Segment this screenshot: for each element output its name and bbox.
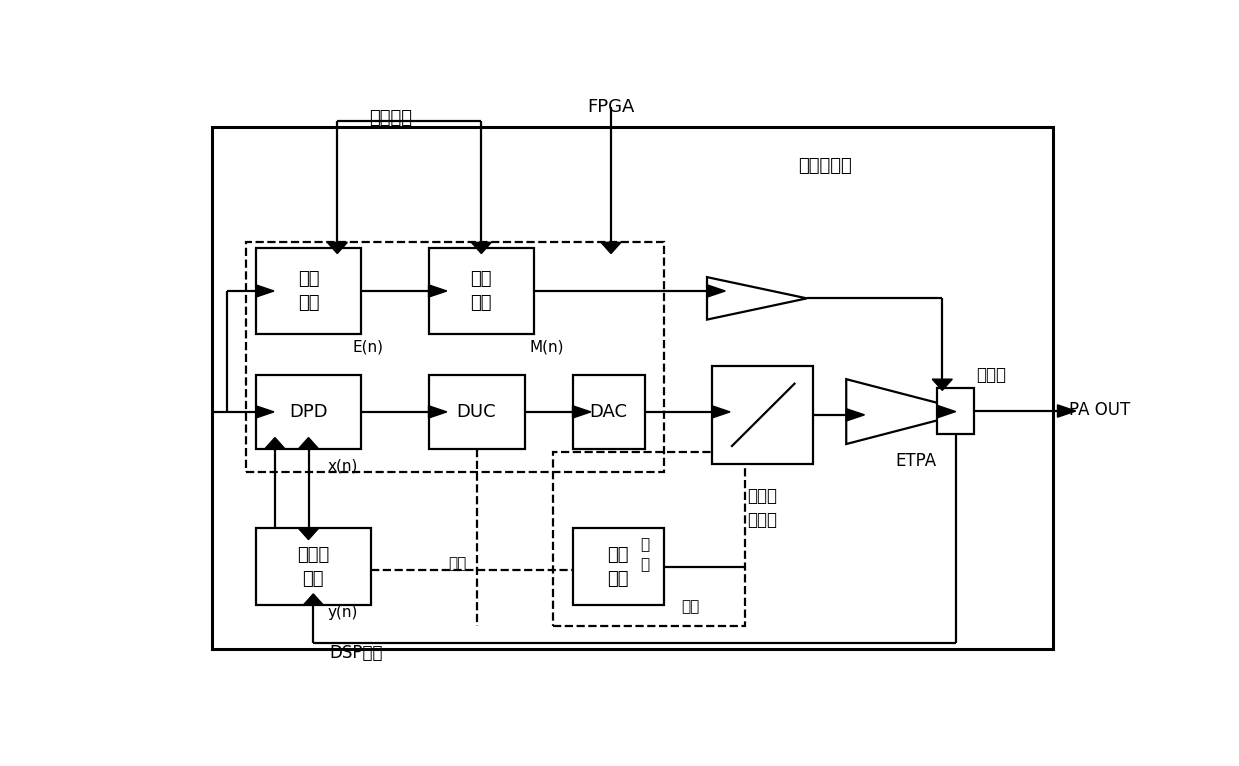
Bar: [938, 388, 974, 434]
Text: 包络调制器: 包络调制器: [798, 157, 852, 175]
Polygon shape: [1057, 405, 1075, 417]
Polygon shape: [255, 285, 274, 297]
Text: 环行器: 环行器: [976, 366, 1006, 384]
Polygon shape: [265, 437, 285, 449]
Polygon shape: [846, 409, 865, 421]
Text: 电源
接口: 电源 接口: [607, 546, 629, 588]
Polygon shape: [601, 242, 621, 254]
Bar: [711, 366, 813, 463]
Polygon shape: [707, 277, 807, 319]
Text: E(n): E(n): [353, 339, 384, 354]
Polygon shape: [711, 406, 730, 418]
Text: ETPA: ETPA: [896, 452, 937, 470]
Text: PA OUT: PA OUT: [1069, 401, 1130, 420]
Text: 包络
整合: 包络 整合: [297, 270, 320, 312]
Polygon shape: [299, 529, 318, 539]
Text: DSP实现: DSP实现: [330, 644, 383, 663]
Text: 供电: 供电: [449, 556, 466, 571]
Polygon shape: [327, 242, 347, 254]
Text: DAC: DAC: [590, 403, 628, 421]
Polygon shape: [846, 379, 971, 444]
Text: 包络生成: 包络生成: [369, 110, 411, 127]
Bar: [213, 127, 1053, 650]
Bar: [255, 248, 362, 334]
Text: 自适应
模块: 自适应 模块: [297, 546, 330, 588]
Bar: [255, 375, 362, 449]
Bar: [429, 248, 534, 334]
Bar: [255, 529, 370, 605]
Text: 供
电: 供 电: [641, 538, 649, 572]
Bar: [554, 452, 746, 626]
Bar: [572, 529, 664, 605]
Text: 包络
映射: 包络 映射: [471, 270, 492, 312]
Polygon shape: [255, 406, 274, 418]
Polygon shape: [471, 242, 492, 254]
Text: x(n): x(n): [327, 459, 358, 474]
Text: y(n): y(n): [327, 604, 358, 620]
Text: 抗混叠
滤波器: 抗混叠 滤波器: [747, 487, 777, 529]
Polygon shape: [299, 437, 318, 449]
Polygon shape: [429, 406, 447, 418]
Polygon shape: [429, 285, 447, 297]
Text: DUC: DUC: [457, 403, 497, 421]
Text: 供电: 供电: [681, 599, 699, 614]
Polygon shape: [707, 285, 725, 297]
Bar: [247, 242, 664, 473]
Text: DPD: DPD: [289, 403, 328, 421]
Bar: [572, 375, 644, 449]
Polygon shape: [572, 406, 591, 418]
Polygon shape: [304, 594, 323, 605]
Text: FPGA: FPGA: [587, 98, 634, 116]
Polygon shape: [938, 405, 955, 417]
Text: M(n): M(n): [529, 339, 564, 354]
Bar: [429, 375, 524, 449]
Polygon shape: [932, 379, 953, 391]
